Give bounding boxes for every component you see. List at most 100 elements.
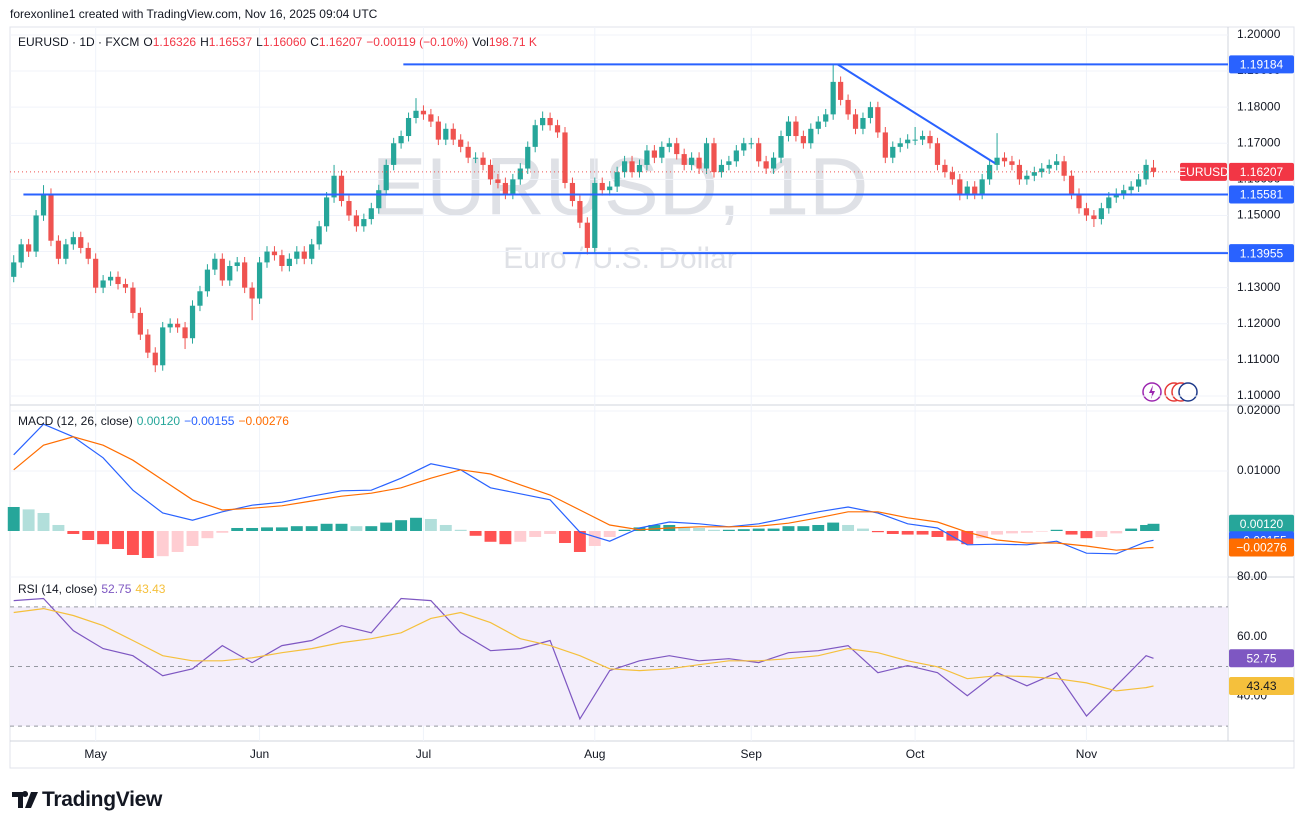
x-tick-label: Sep xyxy=(741,747,763,761)
histogram-bar xyxy=(916,530,929,535)
candle-body xyxy=(33,215,39,252)
histogram-bar xyxy=(141,530,154,558)
candle-body xyxy=(122,284,129,288)
indicator-line xyxy=(13,423,1154,555)
candle-body xyxy=(778,136,784,158)
marks-layer xyxy=(7,63,1228,721)
brand-logo xyxy=(12,791,38,808)
symbol-icons xyxy=(1142,382,1198,402)
candle-body xyxy=(763,161,769,169)
legend-value: 52.75 xyxy=(101,582,132,596)
legend-change: −0.00119 (−0.10%) xyxy=(366,35,469,49)
candle-body xyxy=(338,175,345,202)
histogram-bar xyxy=(1080,530,1093,539)
candle-body xyxy=(465,146,471,158)
candle-body xyxy=(577,201,583,223)
histogram-bar xyxy=(931,530,944,537)
candle-body xyxy=(905,139,911,144)
candle-body xyxy=(621,161,628,173)
candle-body xyxy=(1091,215,1097,220)
histogram-bar xyxy=(7,506,20,531)
histogram-bar xyxy=(171,530,184,552)
candle-body xyxy=(726,161,732,165)
legend-key: L xyxy=(256,35,263,49)
candle-body xyxy=(353,215,360,227)
histogram-bar xyxy=(97,530,110,545)
candle-body xyxy=(748,143,754,145)
histogram-bar xyxy=(1110,530,1123,534)
candle-body xyxy=(346,201,352,216)
candle-body xyxy=(26,244,32,252)
histogram-bar xyxy=(782,526,795,531)
x-tick-label: Jul xyxy=(416,747,431,761)
candle-body xyxy=(1068,175,1075,194)
histogram-bar xyxy=(290,526,303,531)
histogram-bar xyxy=(767,528,780,531)
legend-value: 1.16537 xyxy=(208,35,253,49)
candle-body xyxy=(1121,190,1127,194)
icon xyxy=(1149,385,1155,399)
candle-body xyxy=(435,121,441,140)
candle-body xyxy=(994,157,1000,165)
candle-body xyxy=(793,121,799,137)
y-tick-label: 1.20000 xyxy=(1237,27,1281,41)
histogram-bar xyxy=(335,523,348,531)
histogram-bar xyxy=(588,530,601,546)
candle-body xyxy=(152,352,158,366)
rsi-legend: RSI (14, close) 52.75 43.43 xyxy=(18,582,169,596)
candle-body xyxy=(1039,168,1045,173)
candle-body xyxy=(383,164,389,191)
candle-body xyxy=(1076,193,1082,209)
price-tag-label: EURUSD xyxy=(1178,165,1229,179)
candle-body xyxy=(376,190,382,209)
candle-body xyxy=(361,219,367,227)
candle-body xyxy=(495,179,501,183)
histogram-bar xyxy=(1147,523,1160,531)
histogram-bar xyxy=(857,528,869,531)
x-tick-label: Jun xyxy=(250,747,269,761)
price-tag-label: 1.16207 xyxy=(1240,165,1284,179)
candle-body xyxy=(175,323,181,328)
price-tag-label: 1.19184 xyxy=(1240,58,1284,72)
candle-body xyxy=(1083,208,1090,216)
attribution: forexonline1 created with TradingView.co… xyxy=(10,7,378,21)
histogram-bar xyxy=(350,526,363,531)
candle-body xyxy=(934,143,941,165)
candle-body xyxy=(636,164,643,173)
histogram-bar xyxy=(1140,524,1153,531)
legend-key: Vol xyxy=(472,35,489,49)
legend-key: C xyxy=(310,35,319,49)
histogram-bar xyxy=(991,530,1004,535)
candle-body xyxy=(696,157,702,169)
price-tag xyxy=(1229,55,1294,74)
watermark-description: Euro / U.S. Dollar xyxy=(503,242,736,275)
candle-body xyxy=(1046,164,1052,169)
candle-body xyxy=(942,164,948,173)
candle-body xyxy=(145,334,151,353)
candle-body xyxy=(219,258,225,281)
candle-body xyxy=(756,143,762,162)
candle-body xyxy=(249,287,255,299)
price-tag xyxy=(1180,162,1227,181)
y-tick-label: 0.01000 xyxy=(1237,463,1281,477)
candle-body xyxy=(711,143,717,173)
legend-value: 1.16326 xyxy=(152,35,197,49)
candle-body xyxy=(599,182,605,191)
price-tag xyxy=(1229,185,1294,204)
candle-body xyxy=(391,143,397,165)
candle-body xyxy=(316,226,322,245)
candle-body xyxy=(309,244,315,259)
histogram-bar xyxy=(812,524,825,531)
histogram-bar xyxy=(842,524,855,531)
candle-body xyxy=(1031,172,1037,176)
histogram-bar xyxy=(797,526,810,531)
indicator-title: MACD (12, 26, close) xyxy=(18,414,133,428)
price-tag xyxy=(1229,244,1294,263)
x-tick-label: Nov xyxy=(1076,747,1097,761)
candle-body xyxy=(93,258,99,288)
candle-body xyxy=(800,136,806,144)
candle-body xyxy=(741,143,747,151)
legend-value: 0.00120 xyxy=(136,414,181,428)
candle-body xyxy=(502,182,509,194)
histogram-bar xyxy=(126,530,139,555)
